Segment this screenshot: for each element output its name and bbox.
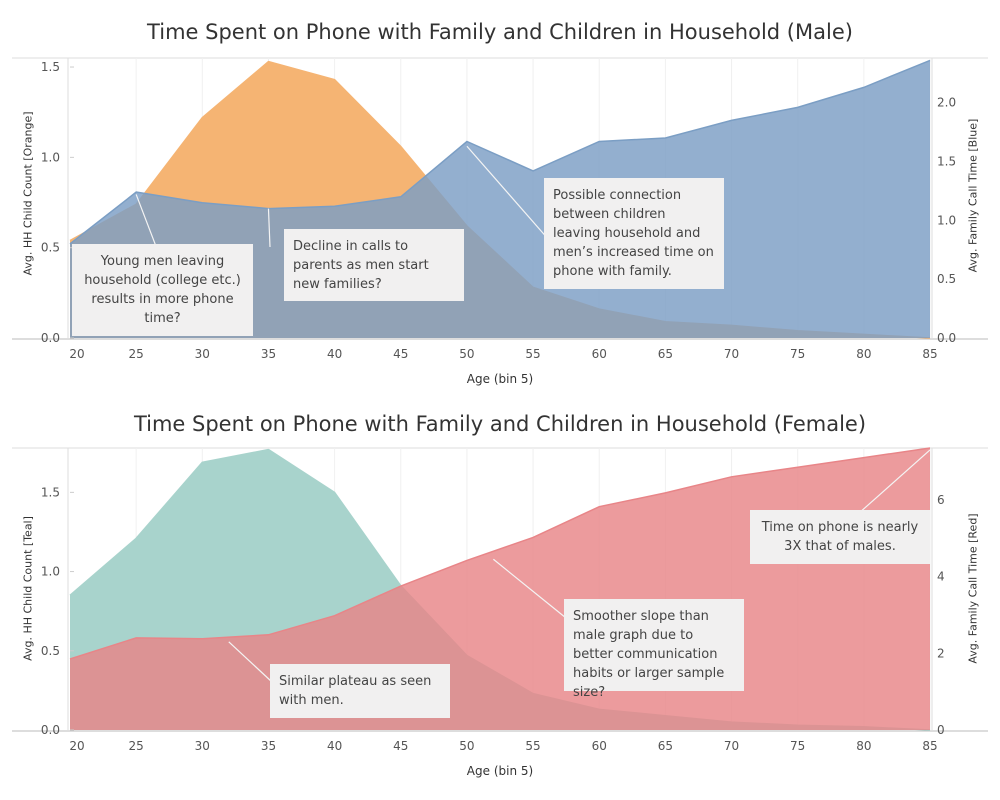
x-tick-label: 65 [658,739,673,753]
annotation-similar-plateau: Similar plateau as seen with men. [270,664,450,718]
x-tick-label: 20 [69,739,84,753]
x-tick-label: 25 [129,347,144,361]
y-tick-label-right: 4 [937,570,945,584]
annotation-leader-line [493,558,567,619]
x-tick-label: 50 [459,347,474,361]
y-tick-label-right: 0 [937,723,945,737]
chart-title-male: Time Spent on Phone with Family and Chil… [147,20,853,44]
x-tick-label: 70 [724,347,739,361]
x-tick-label: 75 [790,347,805,361]
annotation-leader-line [267,208,271,248]
y-tick-label-left: 0.0 [41,723,60,737]
y-tick-label-right: 2 [937,646,945,660]
y-tick-label-right: 1.5 [937,155,956,169]
x-tick-label: 80 [856,739,871,753]
x-tick-label: 30 [195,347,210,361]
x-tick-label: 25 [129,739,144,753]
annotation-young-men: Young men leaving household (college etc… [72,244,253,336]
x-tick-label: 85 [922,739,937,753]
y-tick-label-left: 0.5 [41,241,60,255]
x-tick-label: 35 [261,347,276,361]
x-tick-label: 40 [327,739,342,753]
y-axis-title-right-male: Avg. Family Call Time [Blue] [966,118,980,273]
annotation-decline-calls: Decline in calls to parents as men start… [284,229,464,301]
x-tick-label: 60 [592,347,607,361]
y-tick-label-left: 1.5 [41,60,60,74]
x-tick-label: 40 [327,347,342,361]
annotation-children-leaving: Possible connection between children lea… [544,178,724,289]
x-tick-label: 20 [69,347,84,361]
y-tick-label-left: 0.5 [41,644,60,658]
x-tick-label: 35 [261,739,276,753]
x-tick-label: 55 [525,347,540,361]
annotation-nearly-3x: Time on phone is nearly 3X that of males… [750,510,930,564]
y-tick-label-left: 1.5 [41,485,60,499]
x-tick-label: 70 [724,739,739,753]
y-tick-label-right: 6 [937,493,945,507]
x-tick-label: 60 [592,739,607,753]
chart-title-female: Time Spent on Phone with Family and Chil… [133,412,867,436]
x-tick-label: 55 [525,739,540,753]
x-axis-title-female: Age (bin 5) [466,764,534,778]
x-tick-label: 85 [922,347,937,361]
y-tick-label-right: 0.5 [937,272,956,286]
line-series-blue [69,59,931,245]
annotation-smoother-slope: Smoother slope than male graph due to be… [564,599,744,700]
y-tick-label-right: 1.0 [937,213,956,227]
y-axis-title-left-female: Avg. HH Child Count [Teal] [21,516,35,661]
x-tick-label: 30 [195,739,210,753]
y-tick-label-right: 0.0 [937,331,956,345]
y-axis-title-left-male: Avg. HH Child Count [Orange] [21,111,35,276]
x-tick-label: 75 [790,739,805,753]
x-tick-label: 80 [856,347,871,361]
y-tick-label-right: 2.0 [937,96,956,110]
annotation-leader-line [228,641,273,683]
x-tick-label: 50 [459,739,474,753]
line-series-red [69,447,931,660]
x-tick-label: 45 [393,739,408,753]
annotation-leader-line [466,145,550,241]
x-axis-title-male: Age (bin 5) [466,372,534,386]
y-tick-label-left: 1.0 [41,565,60,579]
y-axis-title-right-female: Avg. Family Call Time [Red] [966,513,980,664]
y-tick-label-left: 1.0 [41,150,60,164]
x-tick-label: 65 [658,347,673,361]
y-tick-label-left: 0.0 [41,331,60,345]
x-tick-label: 45 [393,347,408,361]
